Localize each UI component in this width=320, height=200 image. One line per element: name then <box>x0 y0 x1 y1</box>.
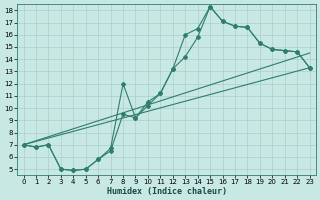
X-axis label: Humidex (Indice chaleur): Humidex (Indice chaleur) <box>107 187 227 196</box>
